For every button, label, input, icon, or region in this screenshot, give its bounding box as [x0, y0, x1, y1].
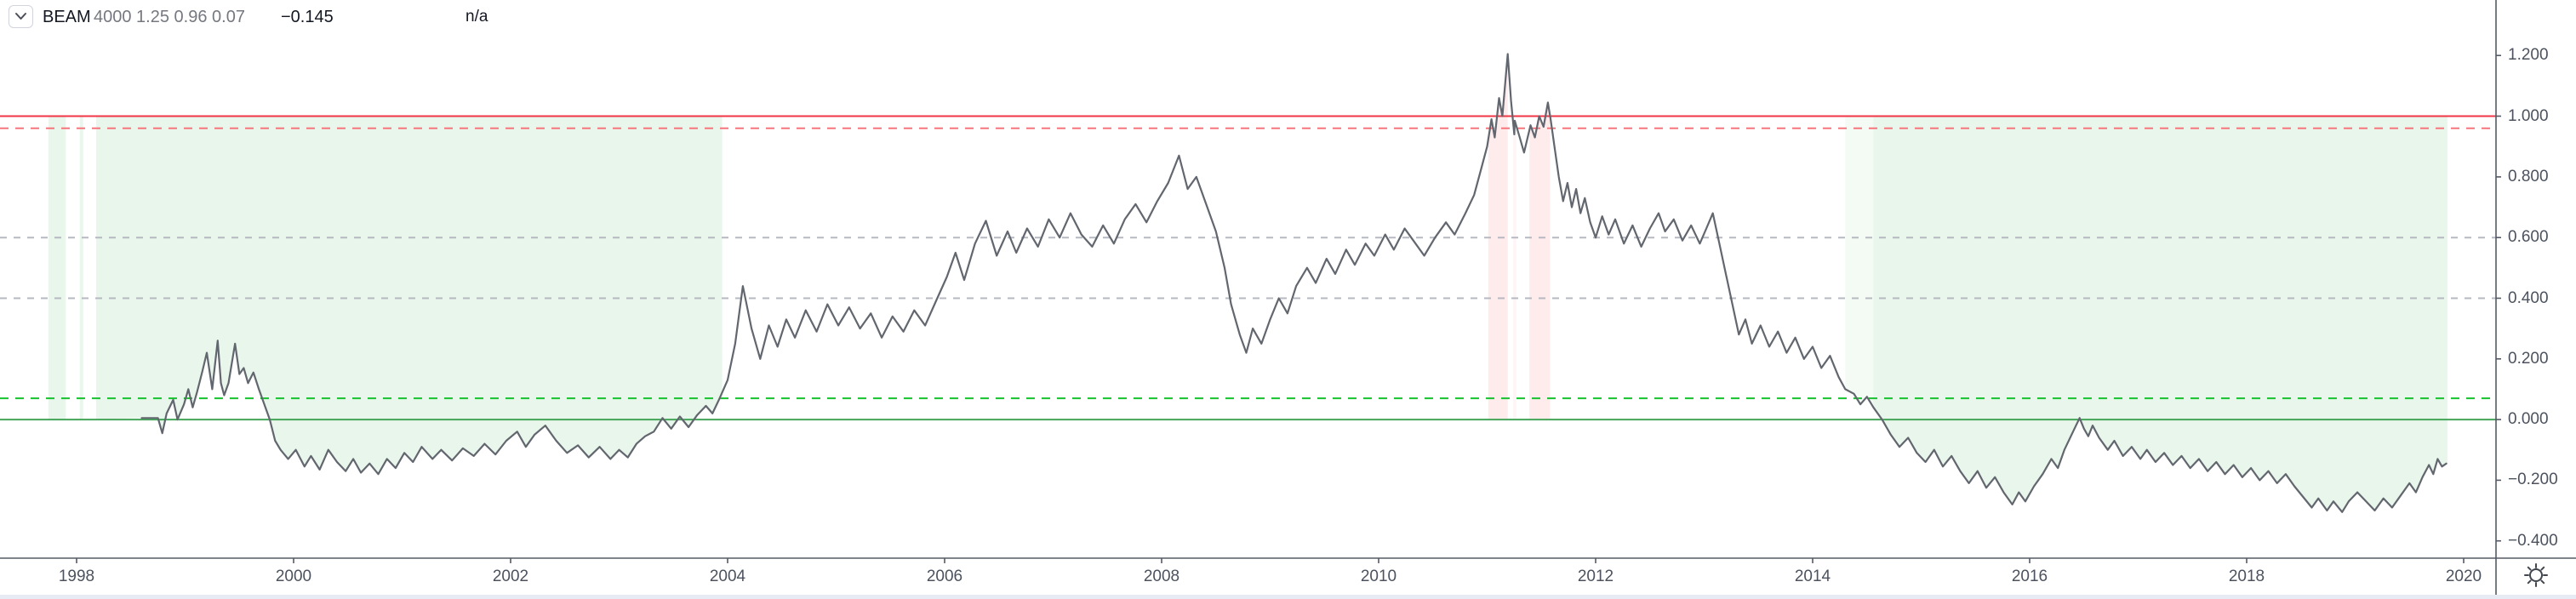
year-tick-label: 2002	[492, 568, 529, 585]
buy-zone-fill	[48, 116, 66, 420]
year-tick-label: 2010	[1360, 568, 1397, 585]
buy-zone-fill	[96, 116, 723, 475]
buy-zone-fill	[1873, 116, 2447, 512]
gear-icon	[2524, 563, 2548, 587]
sell-zone-fill	[1513, 120, 1516, 420]
secondary-value: n/a	[466, 8, 488, 26]
price-tick-label: 0.600	[2508, 228, 2549, 247]
price-tick-label: −0.200	[2508, 471, 2558, 489]
indicator-legend: BEAM 4000 1.25 0.96 0.07 −0.145 n/a	[0, 0, 2576, 34]
price-tick-label: 1.200	[2508, 46, 2549, 65]
price-line	[140, 53, 2447, 513]
window-bottom-edge	[0, 595, 2576, 599]
price-tick-label: 0.400	[2508, 288, 2549, 307]
chevron-down-icon	[15, 13, 26, 20]
sell-zone-fill	[1529, 102, 1551, 420]
price-tick-label: 0.200	[2508, 349, 2549, 368]
axis-settings-button[interactable]	[2521, 561, 2551, 590]
year-tick-label: 2016	[2011, 568, 2048, 585]
legend-collapse-button[interactable]	[9, 5, 33, 28]
year-tick-label: 2000	[275, 568, 312, 585]
buy-zone-fill	[1845, 116, 1874, 408]
year-tick-label: 2008	[1143, 568, 1180, 585]
price-tick-label: −0.400	[2508, 531, 2558, 550]
indicator-title: BEAM	[43, 8, 91, 26]
price-tick-label: 0.000	[2508, 410, 2549, 429]
year-tick-label: 2020	[2445, 568, 2482, 585]
price-tick-label: 1.000	[2508, 106, 2549, 125]
year-tick-label: 2018	[2228, 568, 2265, 585]
year-tick-label: 2014	[1794, 568, 1831, 585]
year-tick-label: 1998	[58, 568, 95, 585]
indicator-value: −0.145	[281, 8, 334, 26]
year-tick-label: 2004	[709, 568, 746, 585]
price-tick-label: 0.800	[2508, 167, 2549, 185]
year-tick-label: 2012	[1577, 568, 1614, 585]
indicator-params: 4000 1.25 0.96 0.07	[94, 8, 245, 26]
year-tick-label: 2006	[926, 568, 963, 585]
buy-zone-fill	[79, 116, 83, 420]
